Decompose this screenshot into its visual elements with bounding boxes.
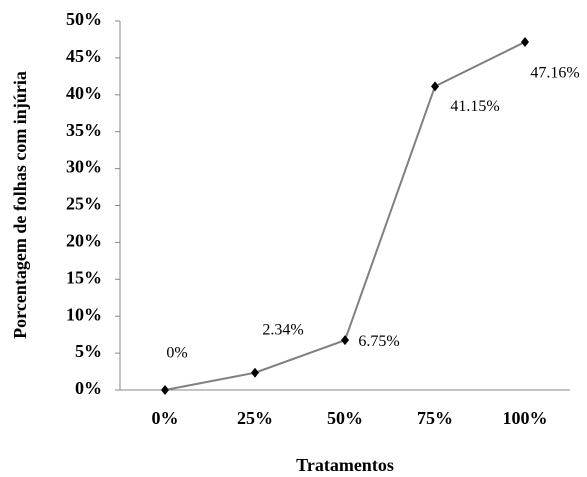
x-tick-label: 100% [503,408,548,428]
data-label: 41.15% [450,98,499,115]
x-tick-label: 0% [152,408,179,428]
x-tick-label: 25% [237,408,273,428]
y-tick-label: 50% [66,9,102,29]
x-tick-label: 75% [417,408,453,428]
data-point [251,367,259,378]
data-label: 0% [166,345,187,362]
y-tick-label: 15% [66,267,102,287]
data-label: 6.75% [358,333,399,350]
x-axis-title: Tratamentos [296,455,394,475]
data-point [161,385,169,395]
y-axis-title: Porcentagem de folhas com injúria [10,71,30,339]
y-tick-label: 25% [66,194,102,214]
y-tick-label: 10% [66,304,102,324]
data-label: 47.16% [530,65,579,82]
data-label: 2.34% [262,321,303,338]
y-tick-label: 5% [75,341,102,361]
x-tick-label: 50% [327,408,363,428]
y-tick-label: 40% [66,83,102,103]
data-point [341,335,349,346]
y-tick-label: 30% [66,157,102,177]
y-tick-label: 0% [75,378,102,398]
y-tick-label: 20% [66,231,102,251]
data-point [521,36,529,47]
data-point [431,81,439,92]
y-tick-label: 35% [66,120,102,140]
y-tick-label: 45% [66,46,102,66]
